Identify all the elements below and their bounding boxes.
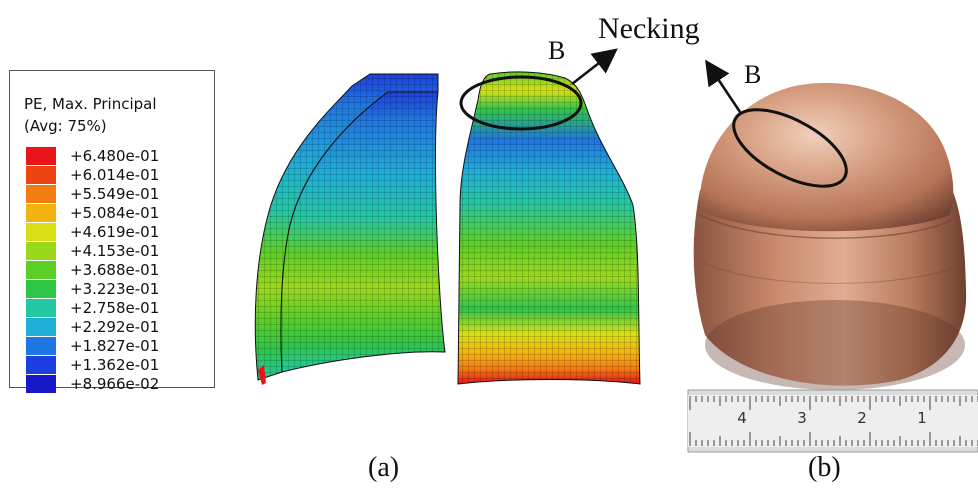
legend-swatch (26, 147, 56, 165)
legend-swatch (26, 261, 56, 279)
legend-value: +2.758e-01 (70, 299, 160, 317)
legend-subtitle: (Avg: 75%) (24, 117, 107, 135)
necking-arrow-fe (571, 48, 618, 85)
legend-swatch (26, 375, 56, 393)
legend-value: +6.014e-01 (70, 166, 160, 184)
legend-swatch (26, 185, 56, 203)
legend-row: +4.619e-01 (26, 223, 214, 241)
legend-swatch (26, 299, 56, 317)
legend-swatch (26, 223, 56, 241)
legend-row: +5.549e-01 (26, 185, 214, 203)
ruler-number-3: 3 (797, 409, 807, 427)
legend-value: +8.966e-02 (70, 375, 160, 393)
marker-b-fe: B (548, 36, 566, 65)
legend-row: +4.153e-01 (26, 242, 214, 260)
fe-model-left-half (254, 73, 446, 385)
legend-title: PE, Max. Principal (24, 95, 157, 113)
necking-ellipse-photo (732, 108, 848, 188)
legend-value: +5.549e-01 (70, 185, 160, 203)
legend-row: +8.966e-02 (26, 375, 214, 393)
legend-value: +5.084e-01 (70, 204, 160, 222)
legend-row: +6.480e-01 (26, 147, 214, 165)
legend-row: +3.688e-01 (26, 261, 214, 279)
legend-row: +5.084e-01 (26, 204, 214, 222)
contour-legend: PE, Max. Principal (Avg: 75%) +6.480e-01… (9, 70, 215, 393)
legend-value: +1.827e-01 (70, 337, 160, 355)
marker-b-photo: B (744, 60, 762, 89)
legend-value: +3.688e-01 (70, 261, 160, 279)
legend-swatch (26, 242, 56, 260)
ruler: 4 3 2 1 (687, 389, 978, 453)
legend-value: +4.619e-01 (70, 223, 160, 241)
legend-value: +2.292e-01 (70, 318, 160, 336)
legend-row: +3.223e-01 (26, 280, 214, 298)
legend-swatch (26, 204, 56, 222)
legend-row: +2.758e-01 (26, 299, 214, 317)
legend-value: +6.480e-01 (70, 147, 160, 165)
legend-swatch (26, 356, 56, 374)
ruler-number-2: 2 (857, 409, 867, 427)
legend-value: +1.362e-01 (70, 356, 160, 374)
ruler-number-4: 4 (737, 409, 747, 427)
legend-row: +1.362e-01 (26, 356, 214, 374)
legend-value: +3.223e-01 (70, 280, 160, 298)
ruler-number-1: 1 (917, 409, 927, 427)
legend-swatch (26, 318, 56, 336)
legend-row: +6.014e-01 (26, 166, 214, 184)
legend-swatch (26, 337, 56, 355)
caption-a: (a) (368, 452, 400, 483)
legend-row: +1.827e-01 (26, 337, 214, 355)
copper-part-photo (693, 82, 967, 390)
necking-ellipse-fe (459, 75, 583, 131)
necking-arrow-photo (705, 59, 742, 113)
legend-swatch (26, 280, 56, 298)
necking-label: Necking (598, 12, 700, 45)
legend-row: +2.292e-01 (26, 318, 214, 336)
legend-swatch (26, 166, 56, 184)
ruler-ticks (689, 396, 978, 446)
fe-model-right-half (457, 71, 641, 385)
caption-b: (b) (808, 452, 841, 483)
legend-value: +4.153e-01 (70, 242, 160, 260)
